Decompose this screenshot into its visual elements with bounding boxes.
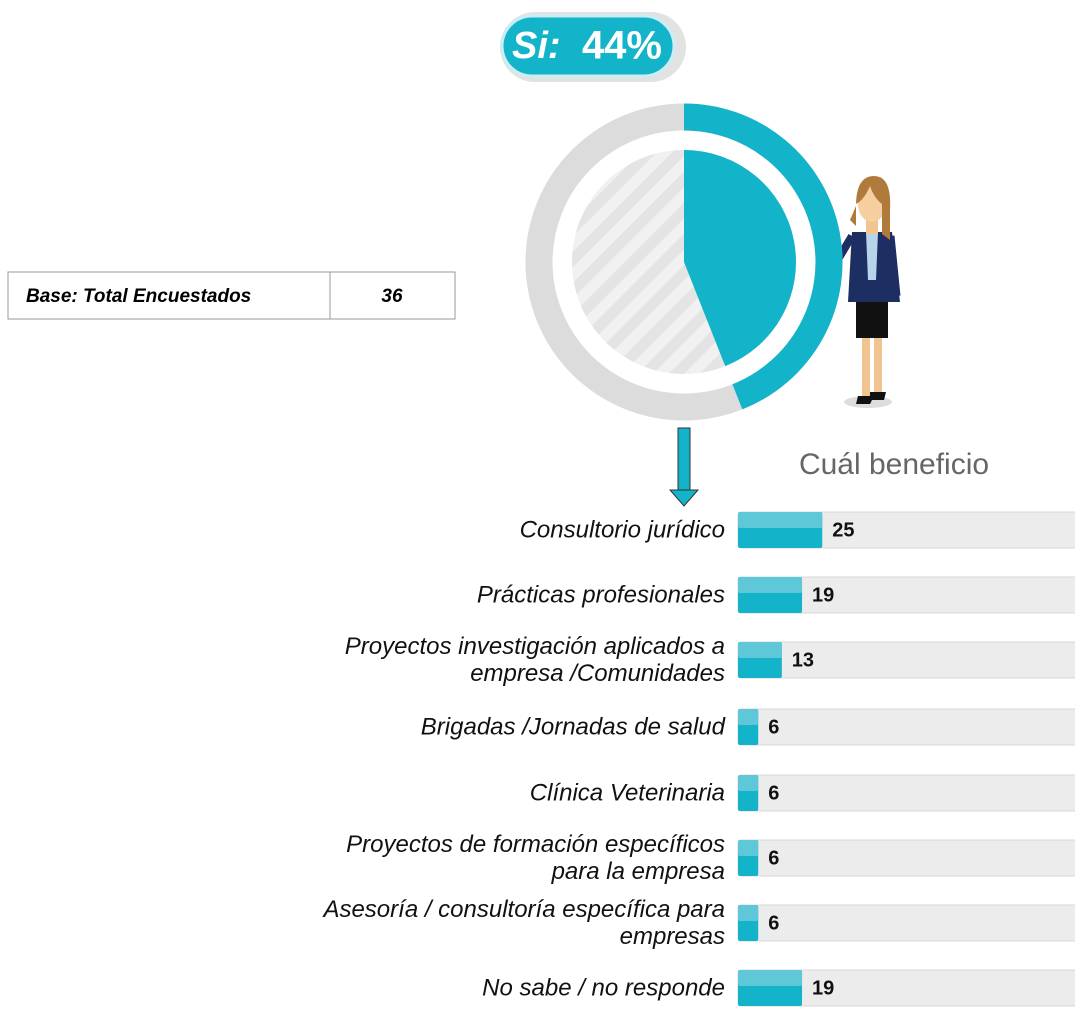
bars-title: Cuál beneficio <box>799 448 989 481</box>
bar-value: 13 <box>792 649 814 671</box>
bar <box>738 970 803 1006</box>
bar-value: 25 <box>832 519 854 541</box>
bar-track <box>737 839 1075 877</box>
bar-value: 6 <box>768 847 779 869</box>
summary-value: 44% <box>582 24 662 68</box>
person-figure <box>828 176 901 408</box>
category-label: Consultorio jurídico <box>519 516 725 544</box>
bar <box>738 840 759 876</box>
bar <box>738 642 782 678</box>
category-label: Brigadas /Jornadas de salud <box>420 713 725 741</box>
bar-highlight <box>738 970 803 986</box>
bar-highlight <box>738 840 759 856</box>
bar <box>738 709 759 745</box>
base-label: Base: Total Encuestados <box>26 286 251 307</box>
bar-highlight <box>738 905 759 921</box>
bar <box>738 512 823 548</box>
donut-arc <box>683 103 843 410</box>
bar-value: 6 <box>768 912 779 934</box>
bar-value: 19 <box>812 977 834 999</box>
bar <box>738 905 759 941</box>
bar <box>738 577 803 613</box>
arrow-shaft <box>677 427 691 493</box>
bar <box>738 775 759 811</box>
pie-sector <box>684 150 797 367</box>
arrow-head <box>668 489 700 507</box>
bar-highlight <box>738 642 782 658</box>
category-label: Prácticas profesionales <box>476 581 725 609</box>
bar-value: 6 <box>768 782 779 804</box>
base-table <box>7 271 456 320</box>
category-label: No sabe / no responde <box>482 974 725 1002</box>
base-value: 36 <box>381 286 403 307</box>
category-label: Proyectos investigación aplicados a empr… <box>344 633 725 687</box>
bar-highlight <box>738 577 803 593</box>
bar-track <box>737 708 1075 746</box>
bar-value: 6 <box>768 716 779 738</box>
bar-track <box>737 774 1075 812</box>
bar-track <box>737 641 1075 679</box>
bar-track <box>737 904 1075 942</box>
bar-highlight <box>738 709 759 725</box>
category-label: Proyectos de formación específicos para … <box>346 831 725 885</box>
bar-value: 19 <box>812 584 834 606</box>
summary-label: Si: <box>512 25 561 67</box>
bubble <box>500 14 676 78</box>
bar-highlight <box>738 512 823 528</box>
category-label: Asesoría / consultoría específica para e… <box>323 896 725 950</box>
category-label: Clínica Veterinaria <box>529 779 725 807</box>
bar-highlight <box>738 775 759 791</box>
